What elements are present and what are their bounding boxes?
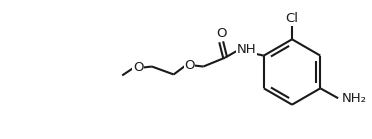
Text: NH₂: NH₂ <box>342 92 367 105</box>
Text: O: O <box>216 27 227 40</box>
Text: Cl: Cl <box>286 12 299 25</box>
Text: O: O <box>184 59 195 72</box>
Text: NH: NH <box>237 43 257 56</box>
Text: O: O <box>133 61 143 74</box>
